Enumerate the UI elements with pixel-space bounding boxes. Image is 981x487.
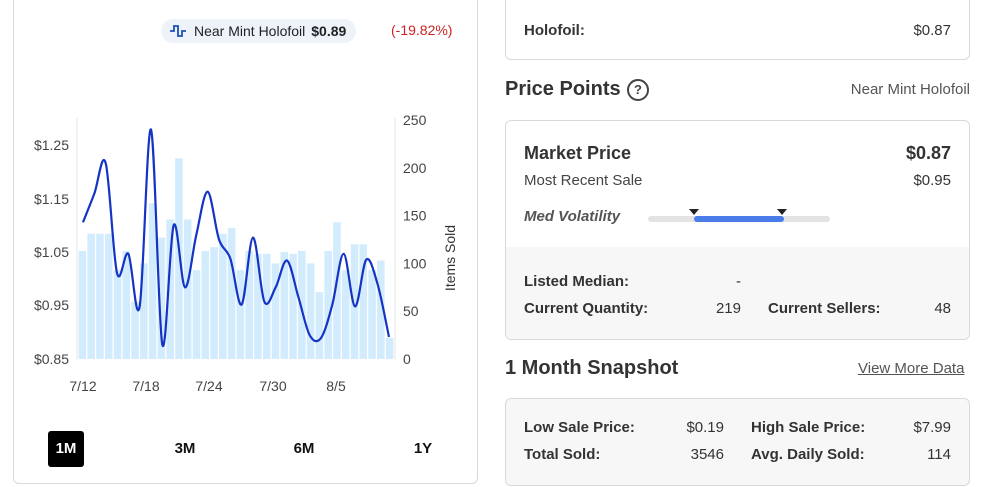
- range-6m-button[interactable]: 6M: [293, 440, 315, 457]
- snapshot-title: 1 Month Snapshot: [505, 357, 679, 379]
- total-sold-label: Total Sold:: [524, 446, 601, 463]
- legend-price: $0.89: [311, 23, 347, 39]
- low-sale-label: Low Sale Price:: [524, 419, 635, 436]
- recent-sale-label: Most Recent Sale: [524, 172, 643, 189]
- range-3m-button[interactable]: 3M: [174, 440, 196, 457]
- listed-median-label: Listed Median:: [524, 273, 630, 290]
- avg-daily-label: Avg. Daily Sold:: [751, 446, 865, 463]
- avg-daily-value: 114: [927, 446, 951, 463]
- price-points-condition: Near Mint Holofoil: [850, 81, 970, 98]
- volatility-marker-low: [689, 209, 699, 215]
- low-sale-value: $0.19: [686, 419, 724, 436]
- chart-legend: Near Mint Holofoil $0.89: [161, 19, 357, 43]
- holofoil-label: Holofoil:: [524, 22, 585, 39]
- pulse-line-icon: [170, 25, 186, 37]
- holofoil-price-box: [505, 0, 970, 60]
- price-points-title: Price Points: [505, 78, 621, 100]
- view-more-data-link[interactable]: View More Data: [858, 360, 965, 377]
- range-1m-button[interactable]: 1M: [48, 431, 84, 467]
- volatility-range-fill: [694, 216, 784, 222]
- current-quantity-value: 219: [715, 300, 741, 317]
- price-points-stats-area: [506, 247, 969, 339]
- listed-median-value: -: [736, 273, 741, 290]
- current-quantity-label: Current Quantity:: [524, 300, 649, 317]
- volatility-marker-high: [777, 209, 787, 215]
- range-1y-button[interactable]: 1Y: [413, 440, 433, 457]
- high-sale-label: High Sale Price:: [751, 419, 866, 436]
- high-sale-value: $7.99: [913, 419, 951, 436]
- volatility-label: Med Volatility: [524, 208, 621, 225]
- current-sellers-label: Current Sellers:: [768, 300, 881, 317]
- total-sold-value: 3546: [690, 446, 724, 463]
- market-price-label: Market Price: [524, 143, 632, 163]
- legend-label: Near Mint Holofoil: [194, 23, 306, 39]
- market-price-value: $0.87: [905, 143, 951, 163]
- snapshot-box: [505, 398, 970, 486]
- help-icon[interactable]: ?: [627, 79, 649, 101]
- price-change: (-19.82%): [391, 22, 453, 38]
- price-points-box: [505, 120, 970, 340]
- price-chart-panel: [13, 0, 478, 484]
- recent-sale-value: $0.95: [913, 172, 951, 189]
- volatility-bar: [648, 209, 830, 222]
- holofoil-value: $0.87: [913, 22, 951, 39]
- current-sellers-value: 48: [934, 300, 951, 317]
